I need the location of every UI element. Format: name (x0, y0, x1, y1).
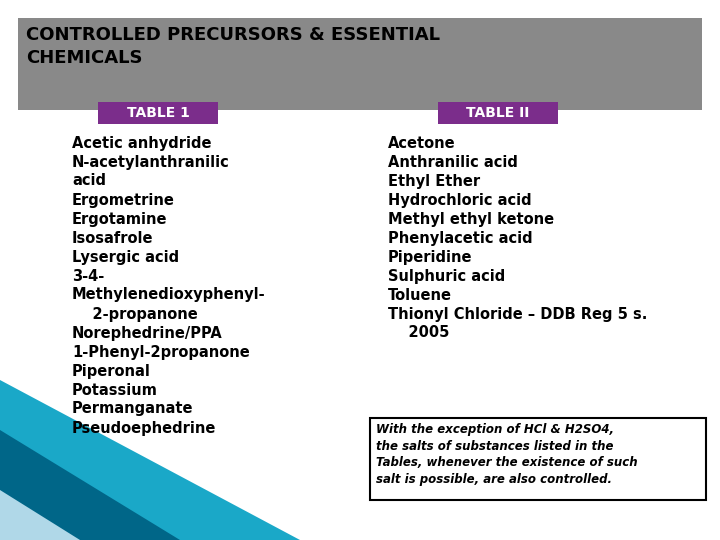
Text: 2-propanone: 2-propanone (72, 307, 198, 322)
Text: Potassium
Permanganate: Potassium Permanganate (72, 383, 194, 416)
Text: With the exception of HCl & H2SO4,
the salts of substances listed in the
Tables,: With the exception of HCl & H2SO4, the s… (376, 423, 638, 485)
Bar (370, 418, 706, 500)
Text: Lysergic acid: Lysergic acid (72, 250, 179, 265)
Text: Ergometrine: Ergometrine (72, 193, 175, 208)
Text: Methyl ethyl ketone: Methyl ethyl ketone (388, 212, 554, 227)
Text: Piperonal: Piperonal (72, 364, 151, 379)
Text: Acetone: Acetone (388, 136, 456, 151)
Text: Pseudoephedrine: Pseudoephedrine (72, 421, 217, 436)
Text: Ergotamine: Ergotamine (72, 212, 168, 227)
Text: 1-Phenyl-2propanone: 1-Phenyl-2propanone (72, 345, 250, 360)
Text: TABLE II: TABLE II (467, 106, 530, 120)
Text: Anthranilic acid: Anthranilic acid (388, 155, 518, 170)
Bar (98, 102, 218, 124)
Polygon shape (0, 490, 80, 540)
Polygon shape (0, 430, 180, 540)
Text: Sulphuric acid: Sulphuric acid (388, 269, 505, 284)
Text: Hydrochloric acid: Hydrochloric acid (388, 193, 531, 208)
Text: Isosafrole: Isosafrole (72, 231, 153, 246)
Text: 3-4-
Methylenedioxyphenyl-: 3-4- Methylenedioxyphenyl- (72, 269, 266, 302)
Text: Toluene: Toluene (388, 288, 452, 303)
Text: CONTROLLED PRECURSORS & ESSENTIAL
CHEMICALS: CONTROLLED PRECURSORS & ESSENTIAL CHEMIC… (26, 26, 440, 67)
Text: N-acetylanthranilic
acid: N-acetylanthranilic acid (72, 155, 230, 188)
Text: Phenylacetic acid: Phenylacetic acid (388, 231, 533, 246)
Text: Thionyl Chloride – DDB Reg 5 s.
    2005: Thionyl Chloride – DDB Reg 5 s. 2005 (388, 307, 647, 340)
Bar (438, 102, 558, 124)
Text: Ethyl Ether: Ethyl Ether (388, 174, 480, 189)
Text: TABLE 1: TABLE 1 (127, 106, 189, 120)
Text: Piperidine: Piperidine (388, 250, 472, 265)
Text: Norephedrine/PPA: Norephedrine/PPA (72, 326, 222, 341)
Bar (18, 18, 702, 110)
Text: Acetic anhydride: Acetic anhydride (72, 136, 212, 151)
Polygon shape (0, 380, 300, 540)
